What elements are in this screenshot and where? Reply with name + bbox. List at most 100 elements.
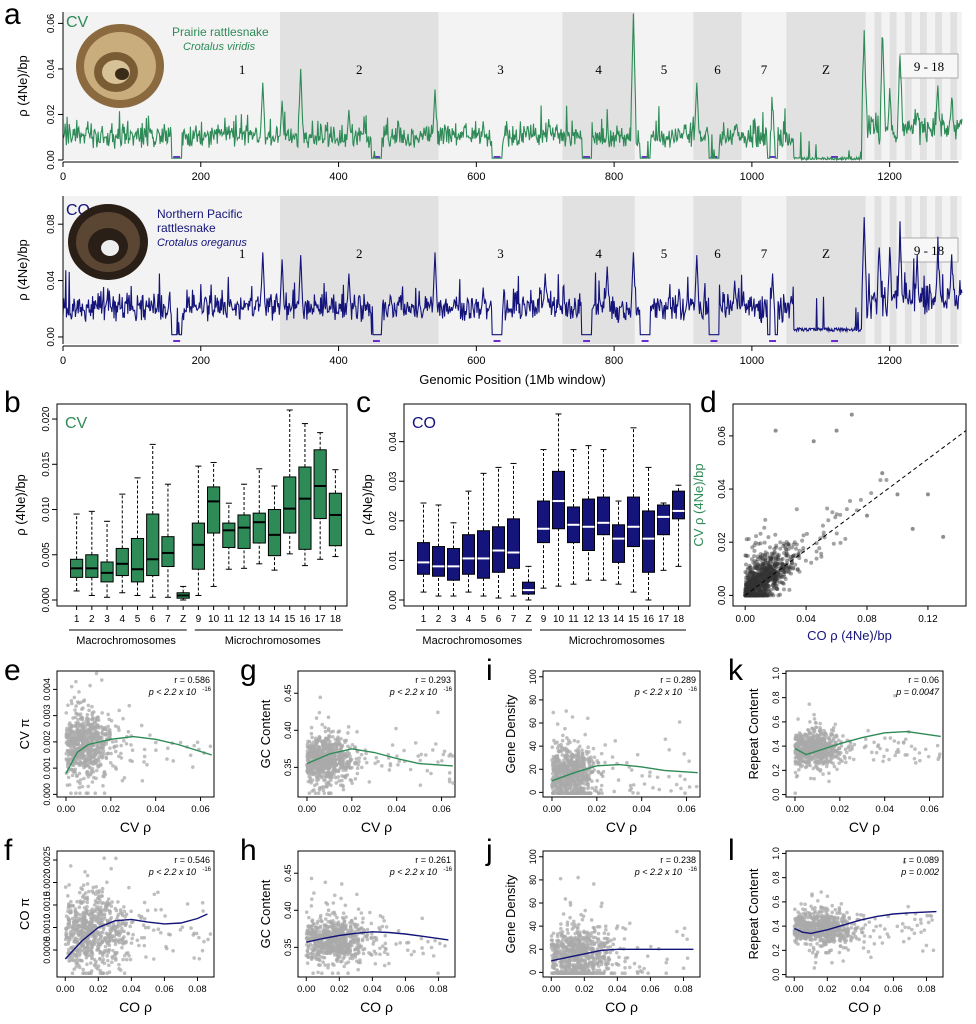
data-point <box>322 742 327 747</box>
data-point <box>100 890 105 894</box>
data-point <box>106 751 111 756</box>
data-point <box>814 725 818 730</box>
data-point <box>333 760 337 764</box>
x-tick-label: 3 <box>451 614 457 625</box>
data-point <box>773 545 778 550</box>
data-point <box>774 574 779 579</box>
data-point <box>355 766 360 771</box>
data-point <box>772 585 777 590</box>
data-point <box>325 774 330 779</box>
box <box>447 548 460 581</box>
data-point <box>776 570 781 575</box>
data-point <box>870 750 874 755</box>
data-point <box>317 745 322 750</box>
data-point <box>763 568 768 573</box>
data-point <box>90 723 95 727</box>
y-axis-label: CV π <box>17 719 32 750</box>
panel-label-a: a <box>4 0 21 31</box>
y-tick-label: 0.35 <box>283 759 293 777</box>
box <box>146 513 160 577</box>
data-point <box>793 752 798 756</box>
data-point <box>152 892 157 897</box>
data-point <box>808 731 813 736</box>
data-point <box>91 891 96 895</box>
x-tick-label: 2 <box>89 614 95 625</box>
data-point <box>801 759 805 764</box>
data-point <box>364 760 369 765</box>
data-point <box>750 545 755 550</box>
data-point <box>321 788 326 793</box>
x-tick-label: 5 <box>135 614 141 625</box>
data-point <box>831 725 836 730</box>
data-point <box>107 948 111 953</box>
data-point <box>70 701 74 706</box>
box <box>672 490 685 520</box>
data-point <box>761 588 766 593</box>
data-point <box>108 911 112 916</box>
data-point <box>202 939 206 944</box>
data-point <box>758 552 763 557</box>
data-point <box>79 886 83 890</box>
data-point <box>163 914 167 918</box>
data-point <box>590 779 594 784</box>
x-tick-label: 1200 <box>877 171 901 183</box>
y-axis-label: Repeat Content <box>746 688 761 779</box>
data-point <box>380 764 384 768</box>
data-point <box>74 919 78 924</box>
data-point <box>69 751 73 755</box>
data-point <box>107 717 111 722</box>
data-point <box>887 757 891 762</box>
panel-title: CO <box>412 415 436 432</box>
chromosome-label: 1 <box>239 62 246 77</box>
data-point <box>81 967 86 972</box>
box <box>417 542 430 575</box>
data-point <box>683 791 687 796</box>
p-value: p < 2.2 x 10 <box>634 687 682 697</box>
data-point <box>159 907 163 912</box>
data-point <box>776 557 781 562</box>
data-point <box>612 789 617 794</box>
data-point <box>781 587 786 592</box>
data-point <box>783 543 788 548</box>
data-point <box>313 738 318 743</box>
data-point <box>93 751 97 755</box>
data-point <box>73 907 78 911</box>
data-point <box>778 540 783 545</box>
y-tick-label: 0.4 <box>771 740 781 753</box>
data-point <box>816 738 821 742</box>
data-point <box>320 747 325 752</box>
data-point <box>101 748 106 753</box>
data-point <box>881 759 885 764</box>
data-point <box>151 957 156 961</box>
data-point <box>834 748 838 753</box>
x-tick-label: 1000 <box>740 355 764 367</box>
data-point <box>748 575 753 580</box>
data-point <box>636 791 640 796</box>
data-point <box>770 566 775 571</box>
chromosome-label: 3 <box>497 62 504 77</box>
chromosome-band <box>786 196 866 344</box>
data-point <box>67 783 72 787</box>
data-point <box>603 760 607 765</box>
data-point <box>145 908 150 913</box>
data-point <box>79 716 84 720</box>
data-point <box>156 890 160 895</box>
data-point <box>129 743 133 747</box>
y-tick-label: 0.02 <box>388 511 399 531</box>
data-point <box>323 778 327 782</box>
data-point <box>126 931 131 936</box>
data-point <box>101 727 106 732</box>
data-point <box>65 935 69 940</box>
microchromosome-band <box>950 196 958 344</box>
data-point <box>71 954 75 959</box>
data-point <box>89 961 93 965</box>
data-point <box>305 767 310 771</box>
data-point <box>73 715 78 720</box>
data-point <box>564 756 568 760</box>
data-point <box>164 944 168 949</box>
data-point <box>339 736 343 741</box>
data-point <box>343 774 347 779</box>
chromosome-band <box>280 196 439 344</box>
